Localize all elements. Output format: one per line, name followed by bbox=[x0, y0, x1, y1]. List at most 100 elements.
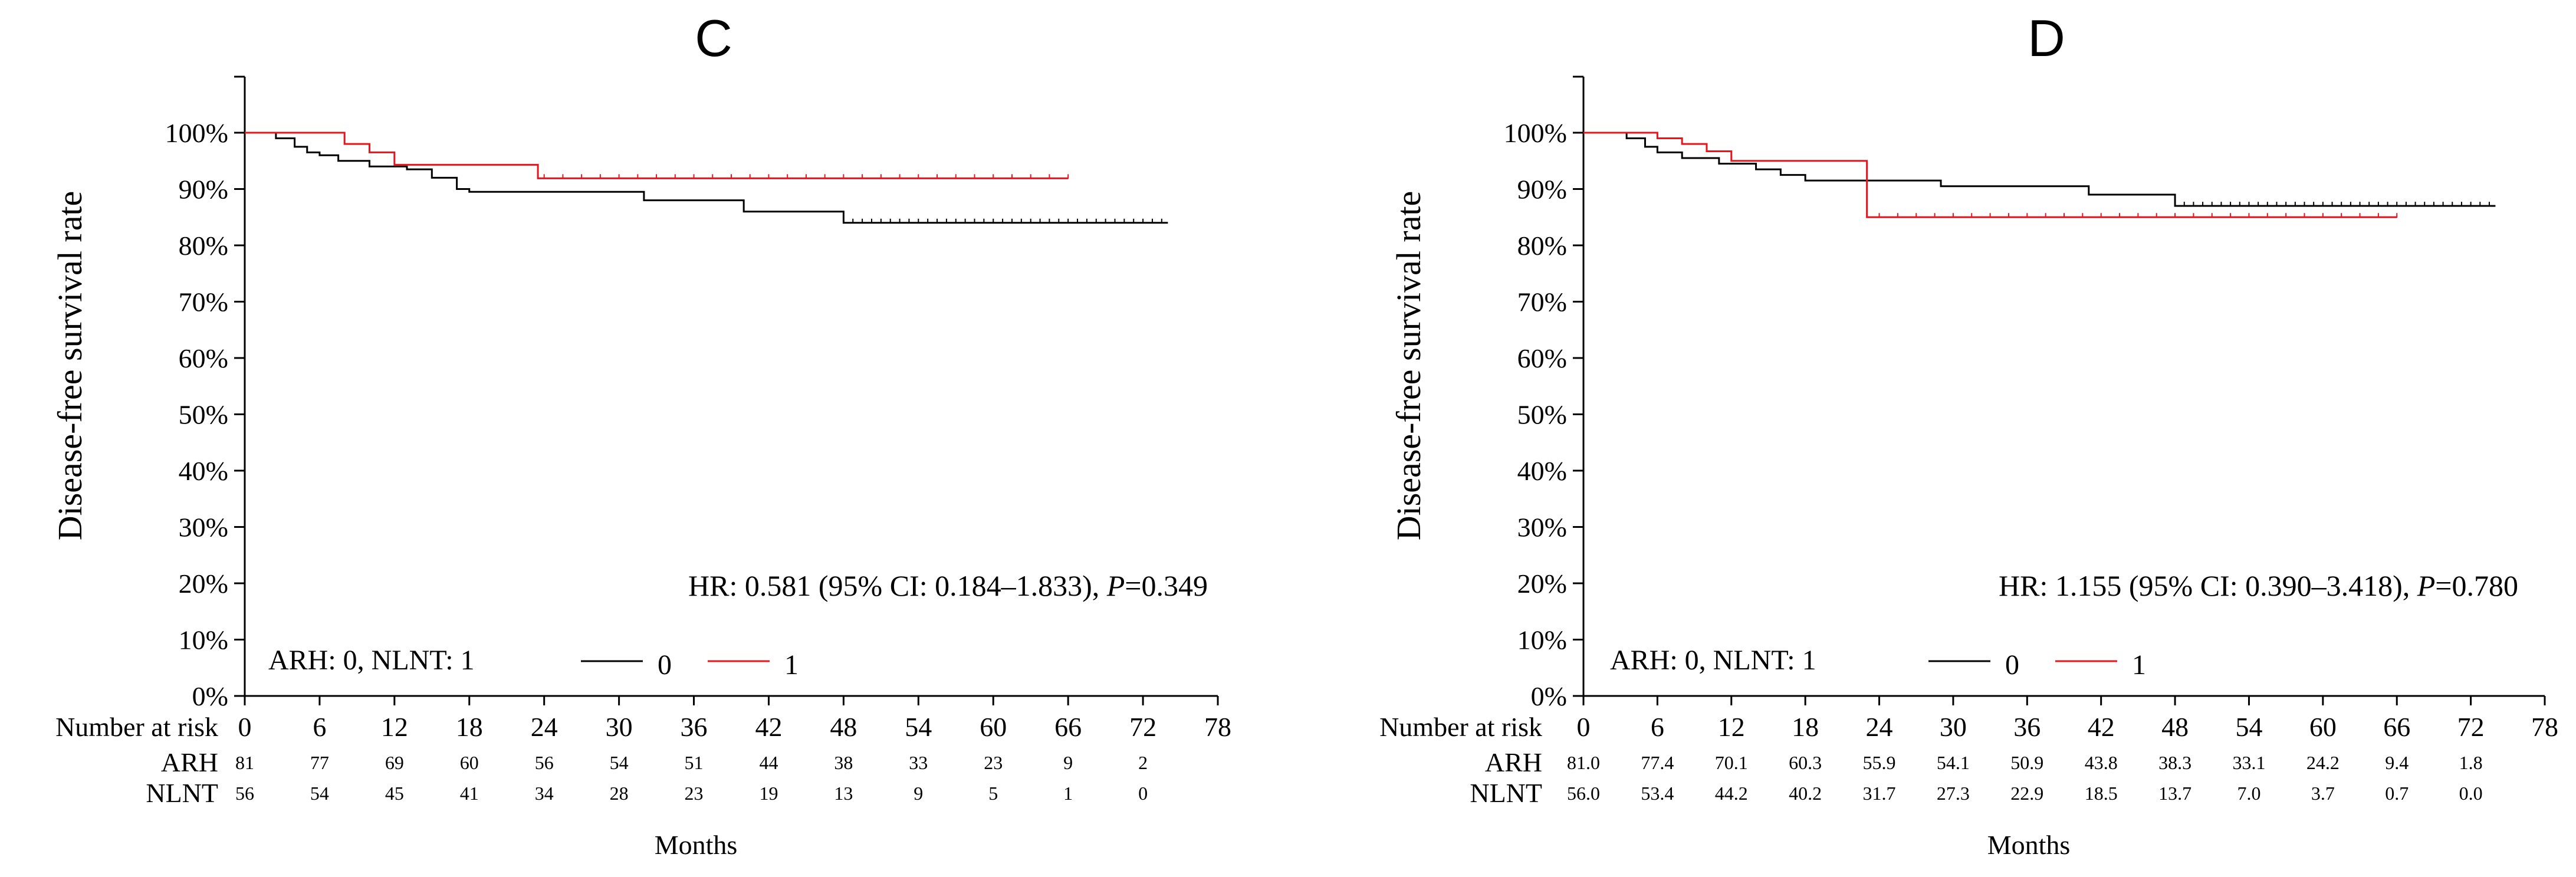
risk-count: 7.0 bbox=[2237, 783, 2260, 804]
risk-count: 44 bbox=[759, 752, 778, 773]
legend-title: ARH: 0, NLNT: 1 bbox=[268, 645, 475, 676]
hr-annotation-p: P bbox=[1106, 569, 1125, 602]
risk-count: 44.2 bbox=[1715, 783, 1748, 804]
hr-annotation-p: P bbox=[2417, 569, 2436, 602]
risk-count: 81.0 bbox=[1567, 752, 1600, 773]
risk-count: 1 bbox=[1063, 783, 1073, 804]
x-tick-label: 54 bbox=[2235, 712, 2262, 742]
x-tick-label: 24 bbox=[531, 712, 558, 742]
y-tick-label: 50% bbox=[179, 400, 228, 430]
y-tick-label: 40% bbox=[179, 456, 228, 486]
x-tick-label: 6 bbox=[313, 712, 326, 742]
x-axis-label: Months bbox=[1987, 830, 2071, 860]
y-tick-label: 50% bbox=[1517, 400, 1567, 430]
x-tick-label: 0 bbox=[1577, 712, 1591, 742]
risk-count: 69 bbox=[385, 752, 404, 773]
risk-count: 13.7 bbox=[2158, 783, 2191, 804]
risk-count: 0.7 bbox=[2385, 783, 2409, 804]
x-axis-label: Months bbox=[655, 830, 738, 860]
risk-count: 53.4 bbox=[1641, 783, 1674, 804]
risk-count: 22.9 bbox=[2010, 783, 2043, 804]
risk-count: 60.3 bbox=[1789, 752, 1822, 773]
risk-count: 23 bbox=[984, 752, 1003, 773]
risk-count: 60 bbox=[460, 752, 479, 773]
y-tick-label: 40% bbox=[1517, 456, 1567, 486]
risk-count: 50.9 bbox=[2010, 752, 2043, 773]
y-tick-label: 60% bbox=[1517, 343, 1567, 373]
hr-annotation: HR: 0.581 (95% CI: 0.184–1.833), P=0.349 bbox=[688, 569, 1208, 602]
legend-label: 0 bbox=[2005, 649, 2019, 681]
risk-count: 0 bbox=[1138, 783, 1148, 804]
x-tick-label: 30 bbox=[1940, 712, 1967, 742]
risk-count: 31.7 bbox=[1863, 783, 1896, 804]
y-tick-label: 100% bbox=[1504, 118, 1567, 148]
x-tick-label: 60 bbox=[2309, 712, 2337, 742]
risk-count: 0.0 bbox=[2459, 783, 2483, 804]
legend-label: 1 bbox=[784, 649, 799, 681]
risk-count: 45 bbox=[385, 783, 404, 804]
x-tick-label: 6 bbox=[1651, 712, 1664, 742]
risk-count: 5 bbox=[988, 783, 998, 804]
x-tick-label: 18 bbox=[1792, 712, 1819, 742]
y-tick-label: 10% bbox=[179, 625, 228, 655]
legend-title: ARH: 0, NLNT: 1 bbox=[1610, 645, 1816, 676]
risk-count: 3.7 bbox=[2311, 783, 2335, 804]
legend-label: 0 bbox=[658, 649, 672, 681]
x-tick-label: 42 bbox=[755, 712, 782, 742]
y-tick-label: 80% bbox=[179, 231, 228, 261]
survival-curve-1 bbox=[1583, 132, 2397, 218]
panel-title: C bbox=[695, 9, 732, 67]
x-tick-label: 78 bbox=[2531, 712, 2558, 742]
x-tick-label: 24 bbox=[1866, 712, 1893, 742]
risk-row-label: ARH bbox=[1485, 747, 1542, 777]
y-tick-label: 90% bbox=[179, 175, 228, 205]
risk-count: 24.2 bbox=[2306, 752, 2340, 773]
risk-count: 9 bbox=[1063, 752, 1073, 773]
x-tick-label: 54 bbox=[905, 712, 932, 742]
x-tick-label: 66 bbox=[2383, 712, 2410, 742]
y-tick-label: 80% bbox=[1517, 231, 1567, 261]
risk-count: 77.4 bbox=[1641, 752, 1674, 773]
survival-curve-0 bbox=[245, 132, 1168, 224]
risk-count: 54.1 bbox=[1937, 752, 1970, 773]
survival-curve-0 bbox=[1583, 132, 2496, 207]
y-tick-label: 0% bbox=[1531, 681, 1567, 711]
x-tick-label: 72 bbox=[1129, 712, 1156, 742]
risk-count: 41 bbox=[460, 783, 479, 804]
risk-count: 33.1 bbox=[2232, 752, 2265, 773]
risk-count: 19 bbox=[759, 783, 778, 804]
legend-label: 1 bbox=[2132, 649, 2146, 681]
x-tick-label: 42 bbox=[2088, 712, 2115, 742]
risk-count: 2 bbox=[1138, 752, 1148, 773]
hr-annotation: HR: 1.155 (95% CI: 0.390–3.418), P=0.780 bbox=[1999, 569, 2518, 602]
x-tick-label: 36 bbox=[681, 712, 708, 742]
survival-curve-1 bbox=[245, 132, 1069, 179]
risk-count: 77 bbox=[310, 752, 329, 773]
y-axis-label: Disease-free survival rate bbox=[1389, 191, 1428, 541]
risk-count: 56 bbox=[235, 783, 254, 804]
risk-count: 9.4 bbox=[2385, 752, 2409, 773]
risk-count: 13 bbox=[834, 783, 853, 804]
risk-count: 51 bbox=[685, 752, 704, 773]
hr-annotation-main: HR: 1.155 (95% CI: 0.390–3.418), bbox=[1999, 569, 2417, 602]
risk-count: 18.5 bbox=[2085, 783, 2118, 804]
risk-count: 28 bbox=[610, 783, 629, 804]
risk-count: 38 bbox=[834, 752, 853, 773]
risk-count: 54 bbox=[610, 752, 629, 773]
panel-c: C Disease-free survival rate 0% 10% 20% 30% 40… bbox=[51, 9, 1231, 860]
panel-d: D Disease-free survival rate 0% 10% 20% 30% 40… bbox=[1379, 9, 2558, 860]
y-tick-label: 10% bbox=[1517, 625, 1567, 655]
risk-table-header: Number at risk bbox=[1379, 712, 1542, 742]
risk-count: 56.0 bbox=[1567, 783, 1600, 804]
x-tick-label: 12 bbox=[1718, 712, 1745, 742]
y-axis-label: Disease-free survival rate bbox=[51, 191, 89, 541]
risk-count: 38.3 bbox=[2158, 752, 2191, 773]
y-tick-label: 0% bbox=[192, 681, 228, 711]
x-tick-label: 36 bbox=[2013, 712, 2041, 742]
y-tick-label: 30% bbox=[1517, 513, 1567, 543]
risk-row-label: NLNT bbox=[1470, 778, 1542, 808]
x-tick-label: 60 bbox=[980, 712, 1007, 742]
risk-count: 70.1 bbox=[1715, 752, 1748, 773]
panel-title: D bbox=[2028, 9, 2065, 67]
